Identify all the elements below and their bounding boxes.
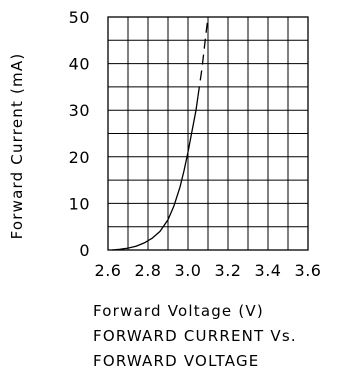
- y-tick-label: 40: [69, 55, 90, 74]
- x-tick-label: 3.6: [295, 261, 322, 280]
- y-tick-labels: 0 10 20 30 40 50: [69, 8, 90, 260]
- y-tick-label: 20: [69, 148, 90, 167]
- x-tick-label: 3.0: [175, 261, 202, 280]
- x-tick-label: 3.4: [255, 261, 282, 280]
- y-tick-label: 0: [79, 241, 90, 260]
- x-tick-label: 3.2: [215, 261, 242, 280]
- frame-layer: [107, 16, 309, 251]
- x-tick-labels: 2.6 2.8 3.0 3.2 3.4 3.6: [95, 261, 322, 280]
- grid-layer: [107, 16, 309, 251]
- y-tick-label: 30: [69, 101, 90, 120]
- x-axis-title: Forward Voltage (V): [93, 302, 264, 320]
- series-layer: [111, 16, 209, 251]
- plot-frame: [107, 16, 309, 251]
- x-tick-label: 2.6: [95, 261, 122, 280]
- x-tick-label: 2.8: [135, 261, 162, 280]
- caption-line-1: FORWARD CURRENT Vs.: [93, 327, 297, 345]
- y-tick-label: 50: [69, 8, 90, 27]
- y-tick-label: 10: [69, 194, 90, 213]
- caption-line-2: FORWARD VOLTAGE: [93, 352, 259, 370]
- iv-curve-dashed-line: [197, 16, 209, 97]
- iv-curve-line: [111, 96, 199, 251]
- y-axis-title: Forward Current (mA): [8, 53, 26, 240]
